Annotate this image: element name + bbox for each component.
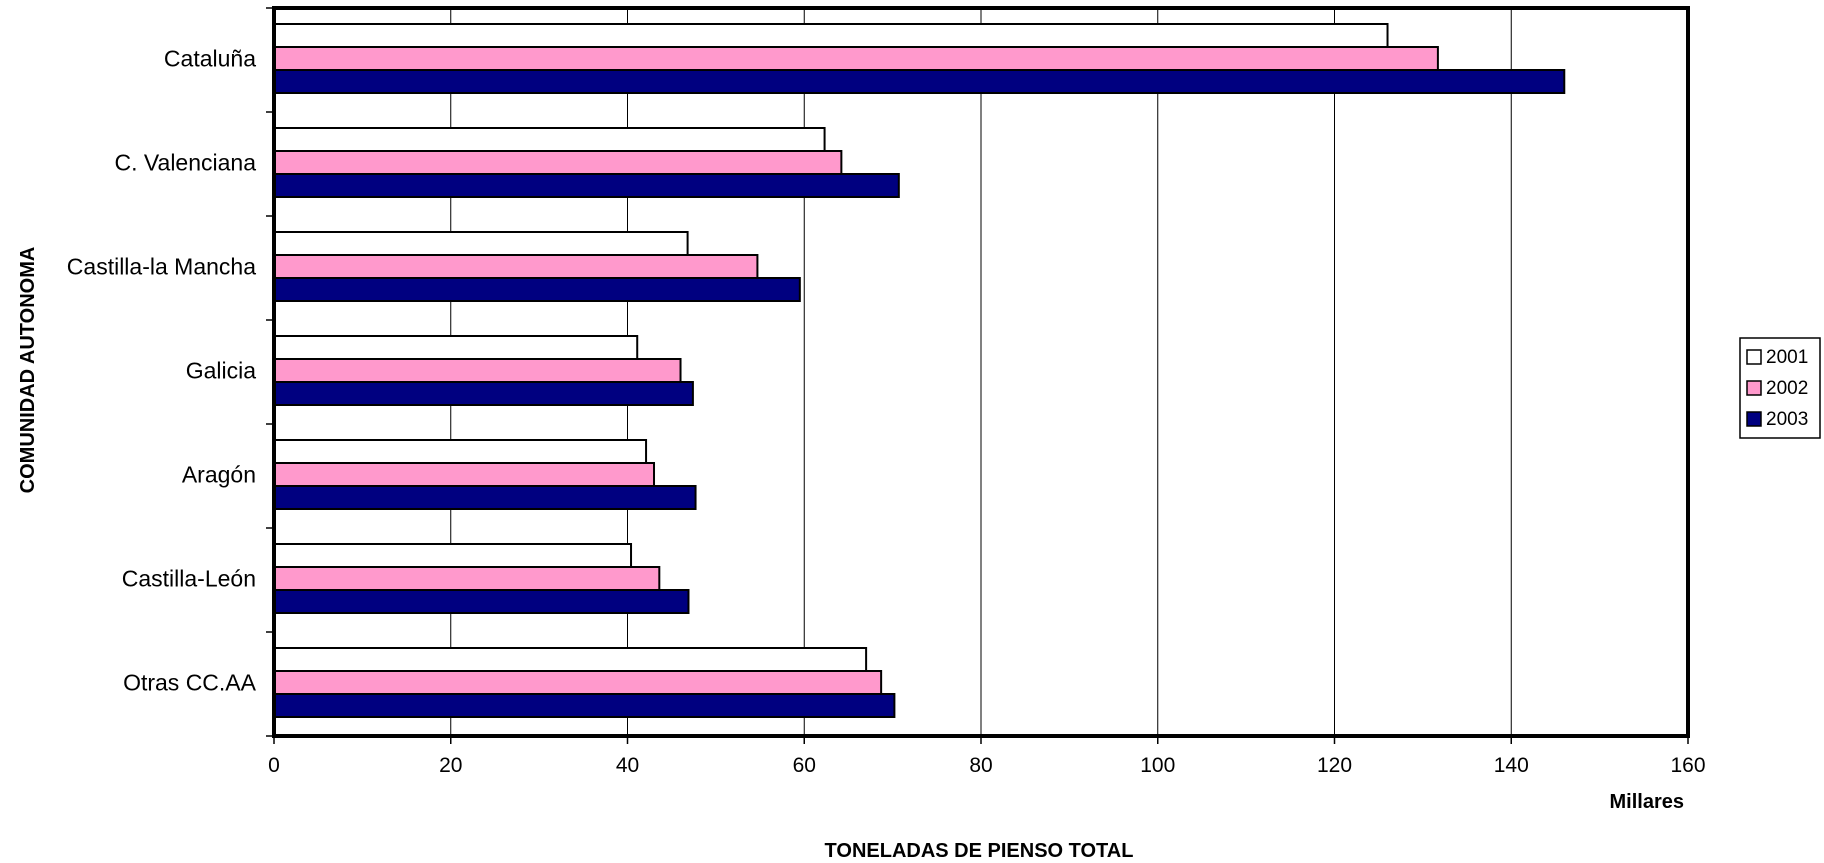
- legend-swatch: [1746, 380, 1762, 396]
- x-tick-label: 20: [439, 754, 462, 777]
- x-tick-label: 80: [969, 754, 992, 777]
- x-ticks: 0 20 40 60 80 100 120 140 160: [268, 736, 1706, 777]
- bar-2001: [273, 231, 689, 256]
- x-axis-title: TONELADAS DE PIENSO TOTAL: [825, 840, 1134, 862]
- bar-2001: [273, 543, 633, 568]
- category-label: Castilla-la Mancha: [67, 254, 256, 280]
- x-tick-label: 40: [616, 754, 639, 777]
- category-label: C. Valenciana: [115, 150, 257, 176]
- category-label: Aragón: [182, 462, 256, 488]
- x-tick-label: 120: [1317, 754, 1352, 777]
- x-tick-label: 60: [793, 754, 816, 777]
- bar-2003: [273, 69, 1566, 94]
- bar-2003: [273, 173, 900, 198]
- x-tick-label: 160: [1670, 754, 1705, 777]
- category-label: Castilla-León: [122, 566, 256, 592]
- bars: [273, 23, 1566, 718]
- bar-2003: [273, 589, 690, 614]
- category-label: Otras CC.AA: [123, 670, 257, 696]
- bar-2001: [273, 647, 868, 672]
- legend-swatch: [1746, 411, 1762, 427]
- legend: 2001 2002 2003: [1739, 337, 1821, 439]
- bar-2002: [273, 358, 682, 383]
- x-tick-label: 100: [1140, 754, 1175, 777]
- x-axis-unit-label: Millares: [1610, 791, 1684, 813]
- legend-swatch: [1746, 349, 1762, 365]
- bar-2002: [273, 462, 656, 487]
- bar-2001: [273, 335, 639, 360]
- bar-2003: [273, 485, 697, 510]
- bar-2003: [273, 277, 801, 302]
- bar-2001: [273, 127, 826, 152]
- category-label: Galicia: [186, 358, 257, 384]
- bar-2002: [273, 670, 883, 695]
- x-tick-label: 140: [1494, 754, 1529, 777]
- y-axis-title: COMUNIDAD AUTONOMA: [17, 247, 39, 494]
- bar-2003: [273, 381, 694, 406]
- legend-label: 2003: [1766, 409, 1808, 430]
- legend-label: 2001: [1766, 347, 1808, 368]
- y-ticks: [266, 7, 274, 737]
- legend-label: 2002: [1766, 378, 1808, 399]
- category-label: Cataluña: [164, 46, 256, 72]
- bar-2002: [273, 566, 661, 591]
- bar-2001: [273, 439, 648, 464]
- x-tick-label: 0: [268, 754, 280, 777]
- bar-2003: [273, 693, 896, 718]
- bar-2001: [273, 23, 1389, 48]
- bar-2002: [273, 46, 1439, 71]
- bar-2002: [273, 150, 843, 175]
- bar-2002: [273, 254, 759, 279]
- category-labels: Cataluña C. Valenciana Castilla-la Mancha G…: [67, 46, 257, 696]
